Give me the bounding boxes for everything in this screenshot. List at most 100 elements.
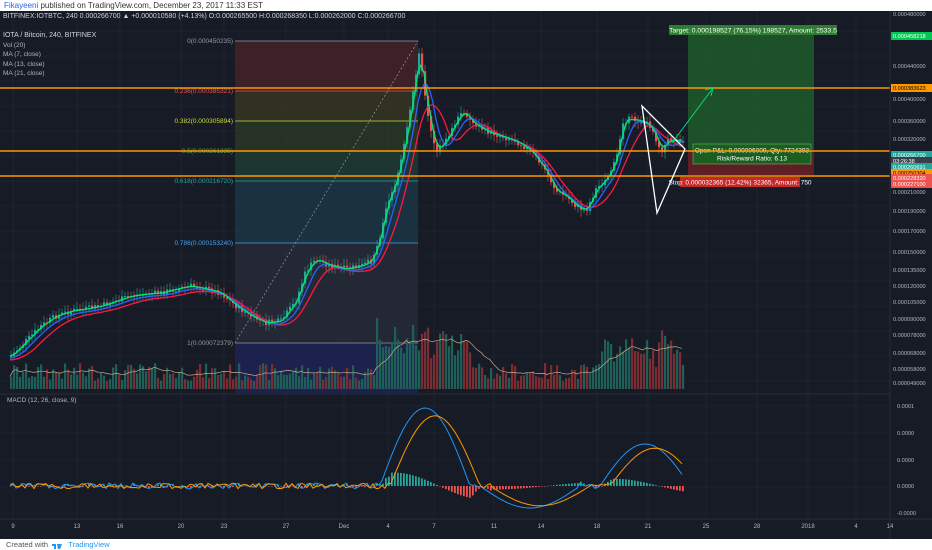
- candle: [598, 185, 601, 189]
- macd-hist-bar: [538, 486, 540, 487]
- volume-bar: [301, 365, 304, 389]
- macd-hist-bar: [427, 480, 429, 486]
- chart-area[interactable]: 0(0.000450235) 0.236(0.000385321) 0.382(0.…: [0, 11, 932, 539]
- candle: [364, 262, 367, 264]
- volume-bar: [211, 368, 214, 389]
- macd-hist-bar: [652, 484, 654, 486]
- candle: [436, 143, 439, 152]
- volume-bar: [142, 366, 145, 389]
- fib-level-label: 0.618(0.000216720): [174, 178, 233, 185]
- macd-hist-bar: [181, 485, 183, 486]
- macd-hist-bar: [556, 484, 558, 486]
- macd-hist-bar: [442, 486, 444, 488]
- volume-bar: [127, 364, 130, 389]
- tradingview-brand-link[interactable]: TradingView: [68, 540, 110, 549]
- symbol-title[interactable]: BITFINEX:IOTBTC, 240 0.000266700 ▲ +0.00…: [3, 13, 405, 20]
- macd-hist-bar: [508, 486, 510, 490]
- time-axis-label: 13: [74, 524, 81, 530]
- volume-bar: [475, 367, 478, 389]
- macd-hist-bar: [460, 486, 462, 496]
- volume-bar: [73, 367, 76, 389]
- volume-bar: [424, 331, 427, 389]
- macd-hist-bar: [562, 484, 564, 486]
- volume-bar: [598, 364, 601, 389]
- volume-bar: [571, 369, 574, 389]
- triangle-pattern[interactable]: [641, 104, 686, 216]
- legend-ma13[interactable]: MA (13, close): [3, 60, 45, 68]
- volume-bar: [493, 378, 496, 389]
- candle: [274, 322, 277, 324]
- price-axis[interactable]: 0.000480000 0.000458218 0.000440000 0.00040…: [891, 12, 932, 387]
- volume-bar: [160, 380, 163, 389]
- volume-bar: [220, 373, 223, 389]
- macd-legend[interactable]: MACD (12, 26, close, 9): [7, 397, 77, 404]
- macd-hist-bar: [424, 479, 426, 486]
- macd-axis[interactable]: 0.0001 0.0000 0.0000 0.0000 -0.0000: [897, 404, 916, 517]
- fib-retracement[interactable]: 0(0.000450235) 0.236(0.000385321) 0.382(0.…: [174, 38, 419, 393]
- volume-bar: [124, 370, 127, 389]
- chart-canvas[interactable]: 0(0.000450235) 0.236(0.000385321) 0.382(0.…: [0, 11, 932, 539]
- macd-hist-bar: [376, 483, 378, 486]
- legend-ma7[interactable]: MA (7, close): [3, 51, 41, 58]
- volume-bar: [289, 373, 292, 389]
- volume-bar: [259, 365, 262, 389]
- candle: [31, 334, 34, 336]
- volume-bar: [55, 372, 58, 389]
- long-position-tool[interactable]: Target: 0.000198527 (76.15%) 198527, Amo…: [668, 25, 837, 187]
- publish-header: Fikayeeni published on TradingView.com, …: [0, 0, 932, 11]
- volume-bar: [205, 363, 208, 389]
- candle: [535, 152, 538, 157]
- support-resistance-lines[interactable]: [0, 87, 890, 177]
- macd-hist-bar: [133, 483, 135, 486]
- volume-bar: [505, 373, 508, 389]
- target-arrow[interactable]: [671, 87, 714, 144]
- candle: [682, 140, 685, 143]
- macd-hist-bar: [364, 486, 366, 488]
- volume-bar: [295, 367, 298, 389]
- candle: [133, 296, 136, 298]
- macd-hist-bar: [388, 476, 390, 486]
- publisher-username[interactable]: Fikayeeni: [4, 1, 39, 10]
- volume-bar: [34, 376, 37, 389]
- macd-hist-bar: [400, 472, 402, 486]
- candle: [310, 262, 313, 271]
- volume-bar: [268, 379, 271, 389]
- candle: [37, 329, 40, 331]
- volume-bar: [460, 334, 463, 389]
- volume-bar: [229, 364, 232, 389]
- macd-hist-bar: [307, 484, 309, 486]
- volume-bar: [433, 354, 436, 389]
- candle: [190, 283, 193, 287]
- volume-bar: [502, 366, 505, 389]
- macd-hist-bar: [559, 484, 561, 486]
- price-axis-label: 0.000260691: [893, 165, 926, 171]
- time-axis-label: 9: [11, 524, 15, 530]
- macd-hist-bar: [301, 486, 303, 489]
- volume-bar: [514, 366, 517, 389]
- volume-bar: [406, 338, 409, 389]
- time-axis[interactable]: 9 13 16 20 23 27 Dec 4 7 11 14 18 21 25 28 2018 4 14: [11, 524, 894, 530]
- indicator-legend[interactable]: IOTA / Bitcoin, 240, BITFINEX Vol (20) M…: [3, 31, 96, 79]
- candle: [178, 288, 181, 292]
- legend-ma21[interactable]: MA (21, close): [3, 70, 45, 77]
- macd-hist-bar: [397, 472, 399, 486]
- volume-bar: [526, 372, 529, 389]
- macd-hist-bar: [490, 486, 492, 491]
- macd-hist-bar: [100, 486, 102, 488]
- candle: [472, 119, 475, 124]
- fib-level-label: 0.786(0.000153240): [174, 240, 233, 247]
- candle: [574, 202, 577, 207]
- volume-bar: [364, 372, 367, 389]
- volume-bar: [40, 364, 43, 389]
- macd-hist-bar: [46, 485, 48, 487]
- macd-hist-bar: [202, 486, 204, 487]
- candle: [103, 302, 106, 306]
- macd-hist-bar: [526, 486, 528, 488]
- volume-bar: [607, 341, 610, 389]
- candle: [631, 116, 634, 118]
- macd-hist-bar: [634, 480, 636, 486]
- volume-bar: [163, 373, 166, 389]
- volume-bar: [427, 327, 430, 389]
- macd-hist-bar: [601, 486, 603, 487]
- legend-vol[interactable]: Vol (20): [3, 41, 26, 49]
